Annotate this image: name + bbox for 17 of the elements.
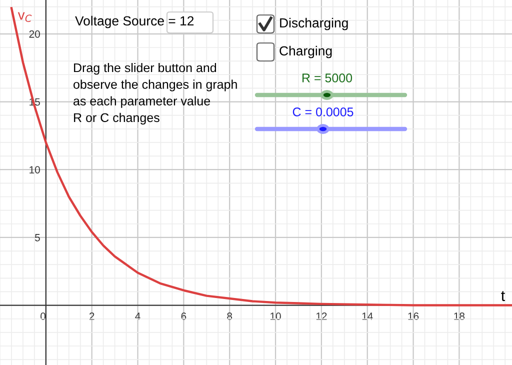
x-tick-label: 18	[454, 312, 465, 320]
y-tick-label: 5	[34, 234, 40, 242]
annotation: Discharging	[280, 18, 348, 30]
annotation: R = 5000	[302, 74, 352, 82]
annotation: Drag the slider button and observe the changes in graph as each parameter value R or C changes	[74, 63, 237, 125]
x-axis-title: t	[501, 291, 506, 302]
y-tick-label: 10	[30, 166, 40, 174]
x-tick-label: 12	[316, 312, 327, 320]
annotation: Voltage Source = 12	[75, 16, 194, 28]
annotation: C = 0.0005	[292, 108, 354, 116]
x-tick-label: 14	[362, 312, 373, 320]
annotation: Charging	[280, 46, 332, 58]
y-axis-title: v$_{C}$	[18, 12, 32, 22]
x-tick-label: 4	[135, 312, 140, 320]
y-tick-label: 20	[29, 30, 40, 38]
x-tick-label: 2	[89, 312, 94, 320]
line-series	[10, 7, 512, 306]
